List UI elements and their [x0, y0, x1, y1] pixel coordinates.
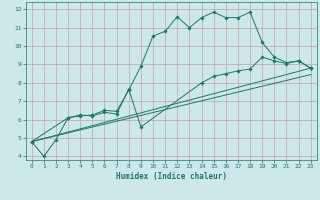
X-axis label: Humidex (Indice chaleur): Humidex (Indice chaleur)	[116, 172, 227, 181]
